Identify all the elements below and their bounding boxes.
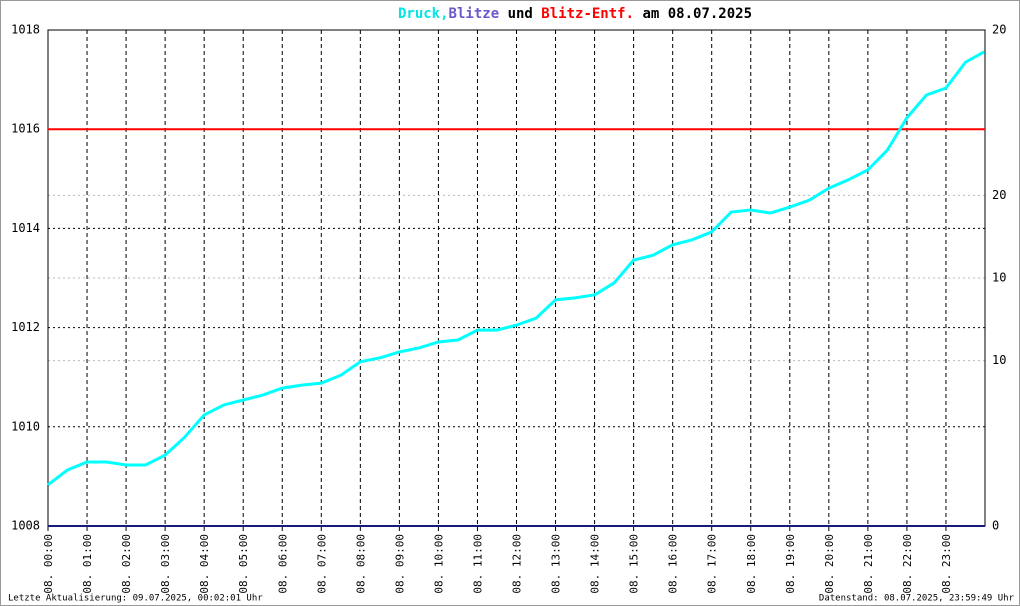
x-tick-label: 08. 02:00 <box>120 534 133 594</box>
x-tick-label: 08. 22:00 <box>901 534 914 594</box>
y2-tick-label: 10 <box>992 271 1006 285</box>
x-tick-label: 08. 17:00 <box>706 534 719 594</box>
x-tick-label: 08. 01:00 <box>81 534 94 594</box>
x-tick-label: 08. 03:00 <box>159 534 172 594</box>
x-tick-label: 08. 08:00 <box>354 534 367 594</box>
x-tick-label: 08. 18:00 <box>745 534 758 594</box>
y-tick-label: 1012 <box>11 320 40 334</box>
y3-tick-label: 20 <box>992 188 1006 202</box>
x-tick-label: 08. 20:00 <box>823 534 836 594</box>
x-tick-label: 08. 05:00 <box>237 534 250 594</box>
footer-left: Letzte Aktualisierung: 09.07.2025, 00:02… <box>8 594 263 604</box>
x-tick-label: 08. 19:00 <box>784 534 797 594</box>
x-tick-label: 08. 15:00 <box>628 534 641 594</box>
title-part: Blitze <box>449 6 500 22</box>
title-part: und <box>508 6 533 22</box>
y-tick-label: 1010 <box>11 419 40 433</box>
x-tick-label: 08. 13:00 <box>550 534 563 594</box>
y-tick-label: 1016 <box>11 122 40 136</box>
x-tick-label: 08. 09:00 <box>393 534 406 594</box>
x-tick-label: 08. 10:00 <box>432 534 445 594</box>
x-tick-label: 08. 00:00 <box>42 534 55 594</box>
x-tick-label: 08. 14:00 <box>589 534 602 594</box>
y-tick-label: 1008 <box>11 519 40 533</box>
x-tick-label: 08. 12:00 <box>511 534 524 594</box>
x-tick-label: 08. 11:00 <box>471 534 484 594</box>
y2-tick-label: 0 <box>992 519 999 533</box>
series-line <box>47 50 985 487</box>
chart-title: Druck,Blitze und Blitz-Entf. am 08.07.20… <box>398 6 752 22</box>
x-tick-label: 08. 06:00 <box>276 534 289 594</box>
x-tick-label: 08. 21:00 <box>862 534 875 594</box>
x-tick-label: 08. 04:00 <box>198 534 211 594</box>
x-tick-label: 08. 23:00 <box>940 534 953 594</box>
y2-tick-label: 20 <box>992 23 1006 37</box>
y3-tick-label: 10 <box>992 353 1006 367</box>
title-part: Blitz-Entf. <box>541 6 634 22</box>
title-part: Druck, <box>398 6 449 22</box>
x-tick-label: 08. 16:00 <box>667 534 680 594</box>
y-tick-label: 1014 <box>11 221 40 235</box>
footer-right: Datenstand: 08.07.2025, 23:59:49 Uhr <box>819 594 1015 604</box>
y-tick-label: 1018 <box>11 23 40 37</box>
x-tick-label: 08. 07:00 <box>315 534 328 594</box>
title-part: am 08.07.2025 <box>642 6 752 22</box>
